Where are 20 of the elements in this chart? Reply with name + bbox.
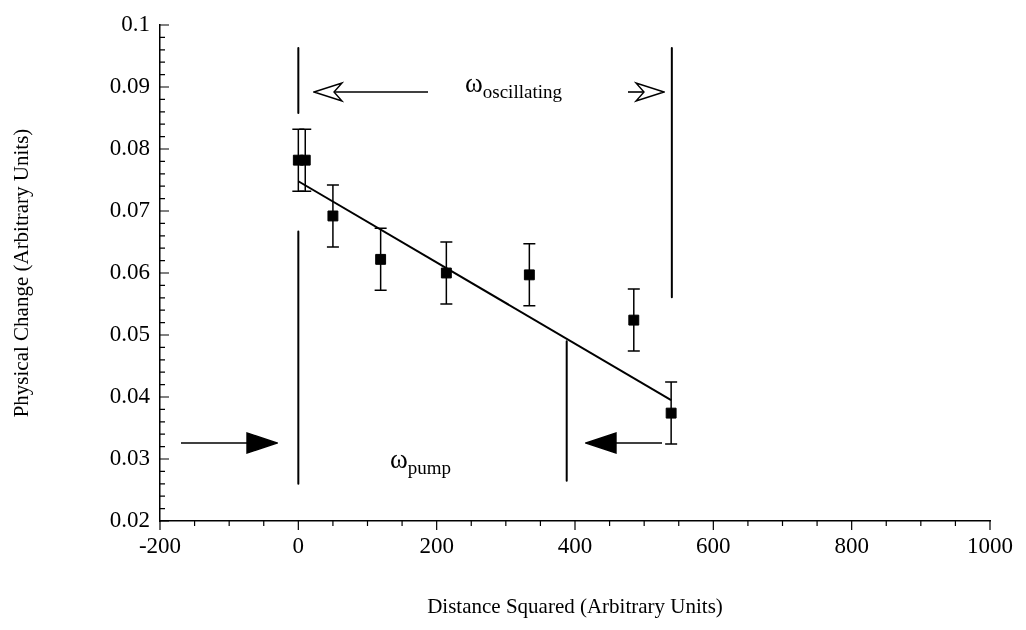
y-tick-label: 0.08 bbox=[109, 135, 150, 161]
annotation: ω$_{pump}$ bbox=[390, 444, 452, 480]
y-tick-label: 0.02 bbox=[109, 507, 150, 533]
y-tick-label: 0.1 bbox=[121, 11, 150, 37]
x-tick-label: 0 bbox=[292, 532, 305, 558]
x-tick-label: 600 bbox=[696, 532, 731, 558]
x-tick-label: -200 bbox=[138, 532, 182, 558]
y-tick-label: 0.09 bbox=[109, 73, 150, 99]
y-tick-label: 0.04 bbox=[109, 383, 151, 409]
y-tick-label: 0.06 bbox=[109, 259, 150, 285]
x-axis-title: Distance Squared (Arbitrary Units) bbox=[427, 593, 723, 618]
y-tick-label: 0.07 bbox=[109, 197, 150, 223]
y-tick-label: 0.03 bbox=[109, 445, 150, 471]
x-tick-label: 200 bbox=[419, 532, 454, 558]
y-tick-label: 0.05 bbox=[109, 321, 150, 347]
annotation: ω$_{oscillating}$ bbox=[465, 68, 562, 104]
y-axis-title: Physical Change (Arbitrary Units) bbox=[9, 128, 34, 418]
x-tick-label: 400 bbox=[557, 532, 593, 558]
x-tick-label: 1000 bbox=[967, 532, 1013, 558]
x-tick-label: 800 bbox=[834, 532, 869, 558]
